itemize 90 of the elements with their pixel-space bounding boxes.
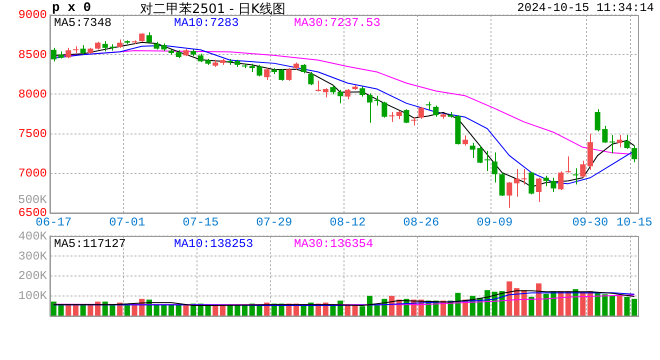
- candlestick: [492, 152, 498, 184]
- y-tick-label: 7000: [18, 166, 47, 181]
- candlestick: [404, 108, 410, 124]
- candlestick: [521, 168, 527, 185]
- y-tick-label: 7500: [18, 126, 47, 141]
- bar: [212, 305, 218, 316]
- bar: [124, 305, 130, 316]
- x-tick-label: 07-01: [109, 215, 146, 230]
- candlestick: [580, 160, 586, 178]
- x-tick-label: 08-26: [403, 215, 440, 230]
- bar: [366, 296, 372, 316]
- candlestick: [308, 72, 314, 86]
- candlestick: [514, 168, 520, 198]
- candlestick: [426, 101, 432, 111]
- candlestick: [499, 172, 505, 196]
- candlestick: [484, 150, 490, 172]
- bar: [610, 296, 616, 316]
- candlestick: [338, 89, 344, 104]
- candlestick: [374, 95, 380, 106]
- bar: [632, 298, 638, 316]
- candlestick: [300, 64, 306, 74]
- bar: [205, 305, 211, 316]
- y-tick-label: 300K: [18, 249, 48, 264]
- bar: [624, 296, 630, 316]
- bar: [58, 305, 64, 316]
- bar: [344, 305, 350, 316]
- bar: [66, 305, 72, 316]
- text: 500K: [18, 193, 47, 207]
- annotation: p x 0: [52, 0, 92, 15]
- candlestick: [543, 175, 549, 187]
- candlestick: [360, 86, 366, 98]
- y-tick-label: 100K: [18, 289, 48, 304]
- x-tick-label: 08-12: [330, 215, 366, 230]
- candlestick: [558, 170, 564, 191]
- series-label: MA10:7283: [174, 16, 240, 30]
- candlestick: [411, 116, 417, 126]
- bar: [50, 302, 56, 316]
- bar: [72, 305, 78, 316]
- candlestick: [610, 134, 616, 154]
- bar: [360, 306, 366, 316]
- bar: [616, 294, 622, 316]
- x-tick-label: 09-30: [572, 215, 608, 230]
- y-tick-label: 8500: [18, 48, 47, 62]
- candlestick: [66, 47, 72, 59]
- x-tick-label: 07-15: [182, 215, 219, 230]
- candlestick: [536, 177, 542, 202]
- candlestick: [80, 44, 86, 56]
- text: MA30:7237.53: [294, 16, 382, 30]
- candlestick: [572, 168, 578, 185]
- candlestick: [322, 88, 328, 98]
- chart-title: 对二甲苯2501 - 日K线图: [140, 1, 286, 18]
- bar: [183, 305, 189, 316]
- x-tick-label: 09-09: [476, 215, 513, 230]
- y-tick-label: 200K: [18, 269, 48, 284]
- bar: [352, 305, 358, 316]
- bar: [330, 305, 336, 316]
- candlestick: [286, 68, 292, 82]
- candlestick: [264, 68, 270, 80]
- bar: [506, 281, 512, 316]
- candlestick: [462, 134, 468, 146]
- candlestick: [344, 88, 350, 100]
- text: MA30:136354: [294, 237, 374, 252]
- candlestick: [632, 145, 638, 163]
- candlestick: [389, 112, 395, 122]
- candlestick: [50, 47, 56, 62]
- candlestick: [624, 134, 630, 150]
- y-tick-label: 8000: [18, 87, 47, 102]
- candlestick: [366, 92, 372, 124]
- bar: [220, 305, 226, 316]
- candlestick: [528, 171, 534, 195]
- text: MA5:117127: [54, 237, 128, 252]
- annotation: 2024-10-15 11:34:14: [517, 1, 654, 15]
- candlestick: [418, 106, 424, 120]
- candlestick: [616, 134, 622, 148]
- candlestick: [382, 101, 388, 118]
- bar: [88, 305, 94, 316]
- x-tick-label: 10-15: [616, 215, 652, 230]
- candlestick: [433, 105, 439, 118]
- y-tick-label: 400K: [18, 229, 48, 244]
- series-label: MA5:7348: [54, 16, 113, 30]
- x-tick-label: 07-29: [256, 215, 292, 230]
- bar: [80, 305, 86, 316]
- candlestick: [506, 182, 512, 208]
- candlestick: [565, 156, 571, 174]
- bar: [528, 296, 534, 316]
- y-tick-label: 9000: [18, 8, 47, 22]
- text: MA10:138253: [174, 237, 254, 252]
- candlestick: [278, 68, 284, 82]
- candlestick: [550, 177, 556, 193]
- bar: [242, 305, 248, 316]
